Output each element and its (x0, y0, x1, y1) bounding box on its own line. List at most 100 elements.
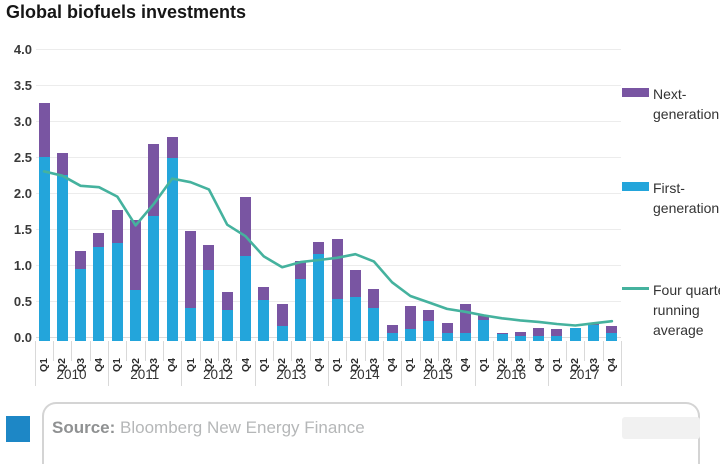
grid-line (36, 121, 621, 122)
bar-segment-next-generation (93, 232, 105, 247)
x-axis-tick-mark (566, 341, 568, 361)
bar-segment-first-generation (368, 308, 380, 341)
x-axis-tick-mark (53, 341, 55, 361)
x-axis-tick-mark (126, 341, 128, 361)
x-axis-tick-mark (529, 341, 531, 361)
bar-segment-next-generation (240, 197, 252, 257)
x-axis-tick-mark (71, 341, 73, 361)
bar-segment-next-generation (185, 231, 197, 309)
x-axis-year-label: 2014 (349, 367, 380, 382)
bar-segment-next-generation (533, 327, 545, 336)
grid-line (36, 265, 621, 266)
x-axis-tick-mark (346, 341, 348, 361)
bar-segment-first-generation (478, 319, 490, 341)
x-axis-year-label: 2017 (569, 367, 600, 382)
x-axis-year-label: 2010 (56, 367, 87, 382)
y-axis-tick-label: 3.5 (13, 78, 32, 93)
x-axis-year-label: 2016 (496, 367, 527, 382)
bar-segment-first-generation (185, 308, 197, 341)
bar-segment-next-generation (294, 260, 306, 280)
bar-segment-next-generation (386, 325, 398, 334)
x-axis-tick-mark (34, 341, 36, 386)
publisher-logo-square (6, 416, 30, 442)
y-axis-tick-label: 3.0 (13, 114, 32, 129)
running-average-line-layer (42, 170, 614, 327)
x-axis-tick-mark (163, 341, 165, 361)
bar-segment-first-generation (294, 279, 306, 341)
x-axis-tick-mark (273, 341, 274, 361)
x-axis-tick-mark (621, 341, 623, 386)
bar-segment-next-generation (441, 322, 453, 334)
source-text: Bloomberg New Energy Finance (115, 418, 365, 437)
x-axis-tick-mark (474, 341, 476, 386)
x-axis-tick-mark (254, 341, 256, 386)
running-average-line-swatch-icon (622, 287, 649, 290)
bar-segment-first-generation (258, 299, 270, 341)
bar-segment-next-generation (423, 309, 435, 322)
y-axis-tick-label: 2.0 (13, 186, 32, 201)
grid-line (36, 337, 621, 338)
bar-segment-next-generation (459, 303, 471, 334)
bar-segment-next-generation (111, 209, 123, 244)
y-axis-tick-label: 0.5 (13, 294, 32, 309)
bar-segment-first-generation (533, 335, 545, 341)
bar-segment-next-generation (276, 303, 288, 327)
bar-segment-first-generation (240, 256, 252, 341)
x-axis-year-label: 2011 (130, 367, 160, 382)
bar-segment-first-generation (111, 243, 123, 341)
bar-segment-first-generation (514, 335, 526, 341)
bar-segment-next-generation (404, 306, 416, 330)
x-axis-tick-mark (437, 341, 439, 361)
bar-segment-next-generation (496, 332, 508, 335)
grid-line (36, 301, 621, 302)
bar-segment-next-generation (331, 239, 343, 299)
bar-segment-next-generation (514, 331, 526, 336)
grid-line (36, 49, 621, 50)
bar-segment-first-generation (148, 216, 160, 341)
bar-segment-first-generation (38, 157, 50, 341)
bar-segment-first-generation (386, 333, 398, 341)
bar-segment-first-generation (203, 270, 215, 341)
bar-segment-first-generation (496, 334, 508, 341)
y-axis-tick-label: 2.5 (13, 150, 32, 165)
x-axis-tick-mark (364, 341, 366, 361)
x-axis-tick-mark (291, 341, 293, 361)
y-axis-tick-label: 4.0 (13, 42, 32, 57)
x-axis-year-label: 2012 (203, 367, 234, 382)
first-generation-swatch-icon (622, 182, 649, 191)
bar-segment-next-generation (221, 291, 233, 310)
legend-label: First- generation (653, 180, 720, 216)
next-generation-swatch-icon (622, 88, 649, 97)
bar-segment-first-generation (606, 333, 618, 341)
bar-segment-first-generation (276, 326, 288, 341)
bar-segment-next-generation (38, 103, 50, 157)
bar-segment-next-generation (606, 326, 618, 334)
x-axis-tick-mark (456, 341, 458, 361)
bar-segment-next-generation (148, 144, 160, 217)
bar-segment-first-generation (569, 327, 581, 341)
bar-segment-next-generation (166, 136, 178, 159)
bar-segment-first-generation (130, 290, 142, 341)
y-axis-tick-label: 1.5 (13, 222, 32, 237)
bar-segment-next-generation (368, 288, 380, 309)
x-axis-year-label: 2015 (422, 367, 453, 382)
bar-segment-first-generation (551, 335, 563, 341)
grid-line (36, 85, 621, 86)
x-axis-tick-mark (144, 341, 146, 361)
bar-segment-first-generation (56, 175, 68, 341)
bar-segment-first-generation (588, 325, 600, 341)
x-axis-tick-mark (108, 341, 110, 386)
bar-segment-first-generation (166, 158, 178, 341)
source-row: Source: Bloomberg New Energy Finance (52, 418, 365, 438)
bar-segment-first-generation (349, 296, 361, 341)
bar-segment-next-generation (203, 244, 215, 271)
y-axis-tick-label: 1.0 (13, 258, 32, 273)
x-axis-tick-mark (547, 341, 549, 386)
chart-title: Global biofuels investments (6, 2, 247, 22)
grid-line (36, 229, 621, 230)
bar-segment-first-generation (404, 329, 416, 341)
footer-watermark (622, 417, 700, 439)
bar-segment-next-generation (56, 153, 68, 175)
x-axis-tick-mark (309, 341, 311, 361)
bar-segment-first-generation (331, 298, 343, 341)
